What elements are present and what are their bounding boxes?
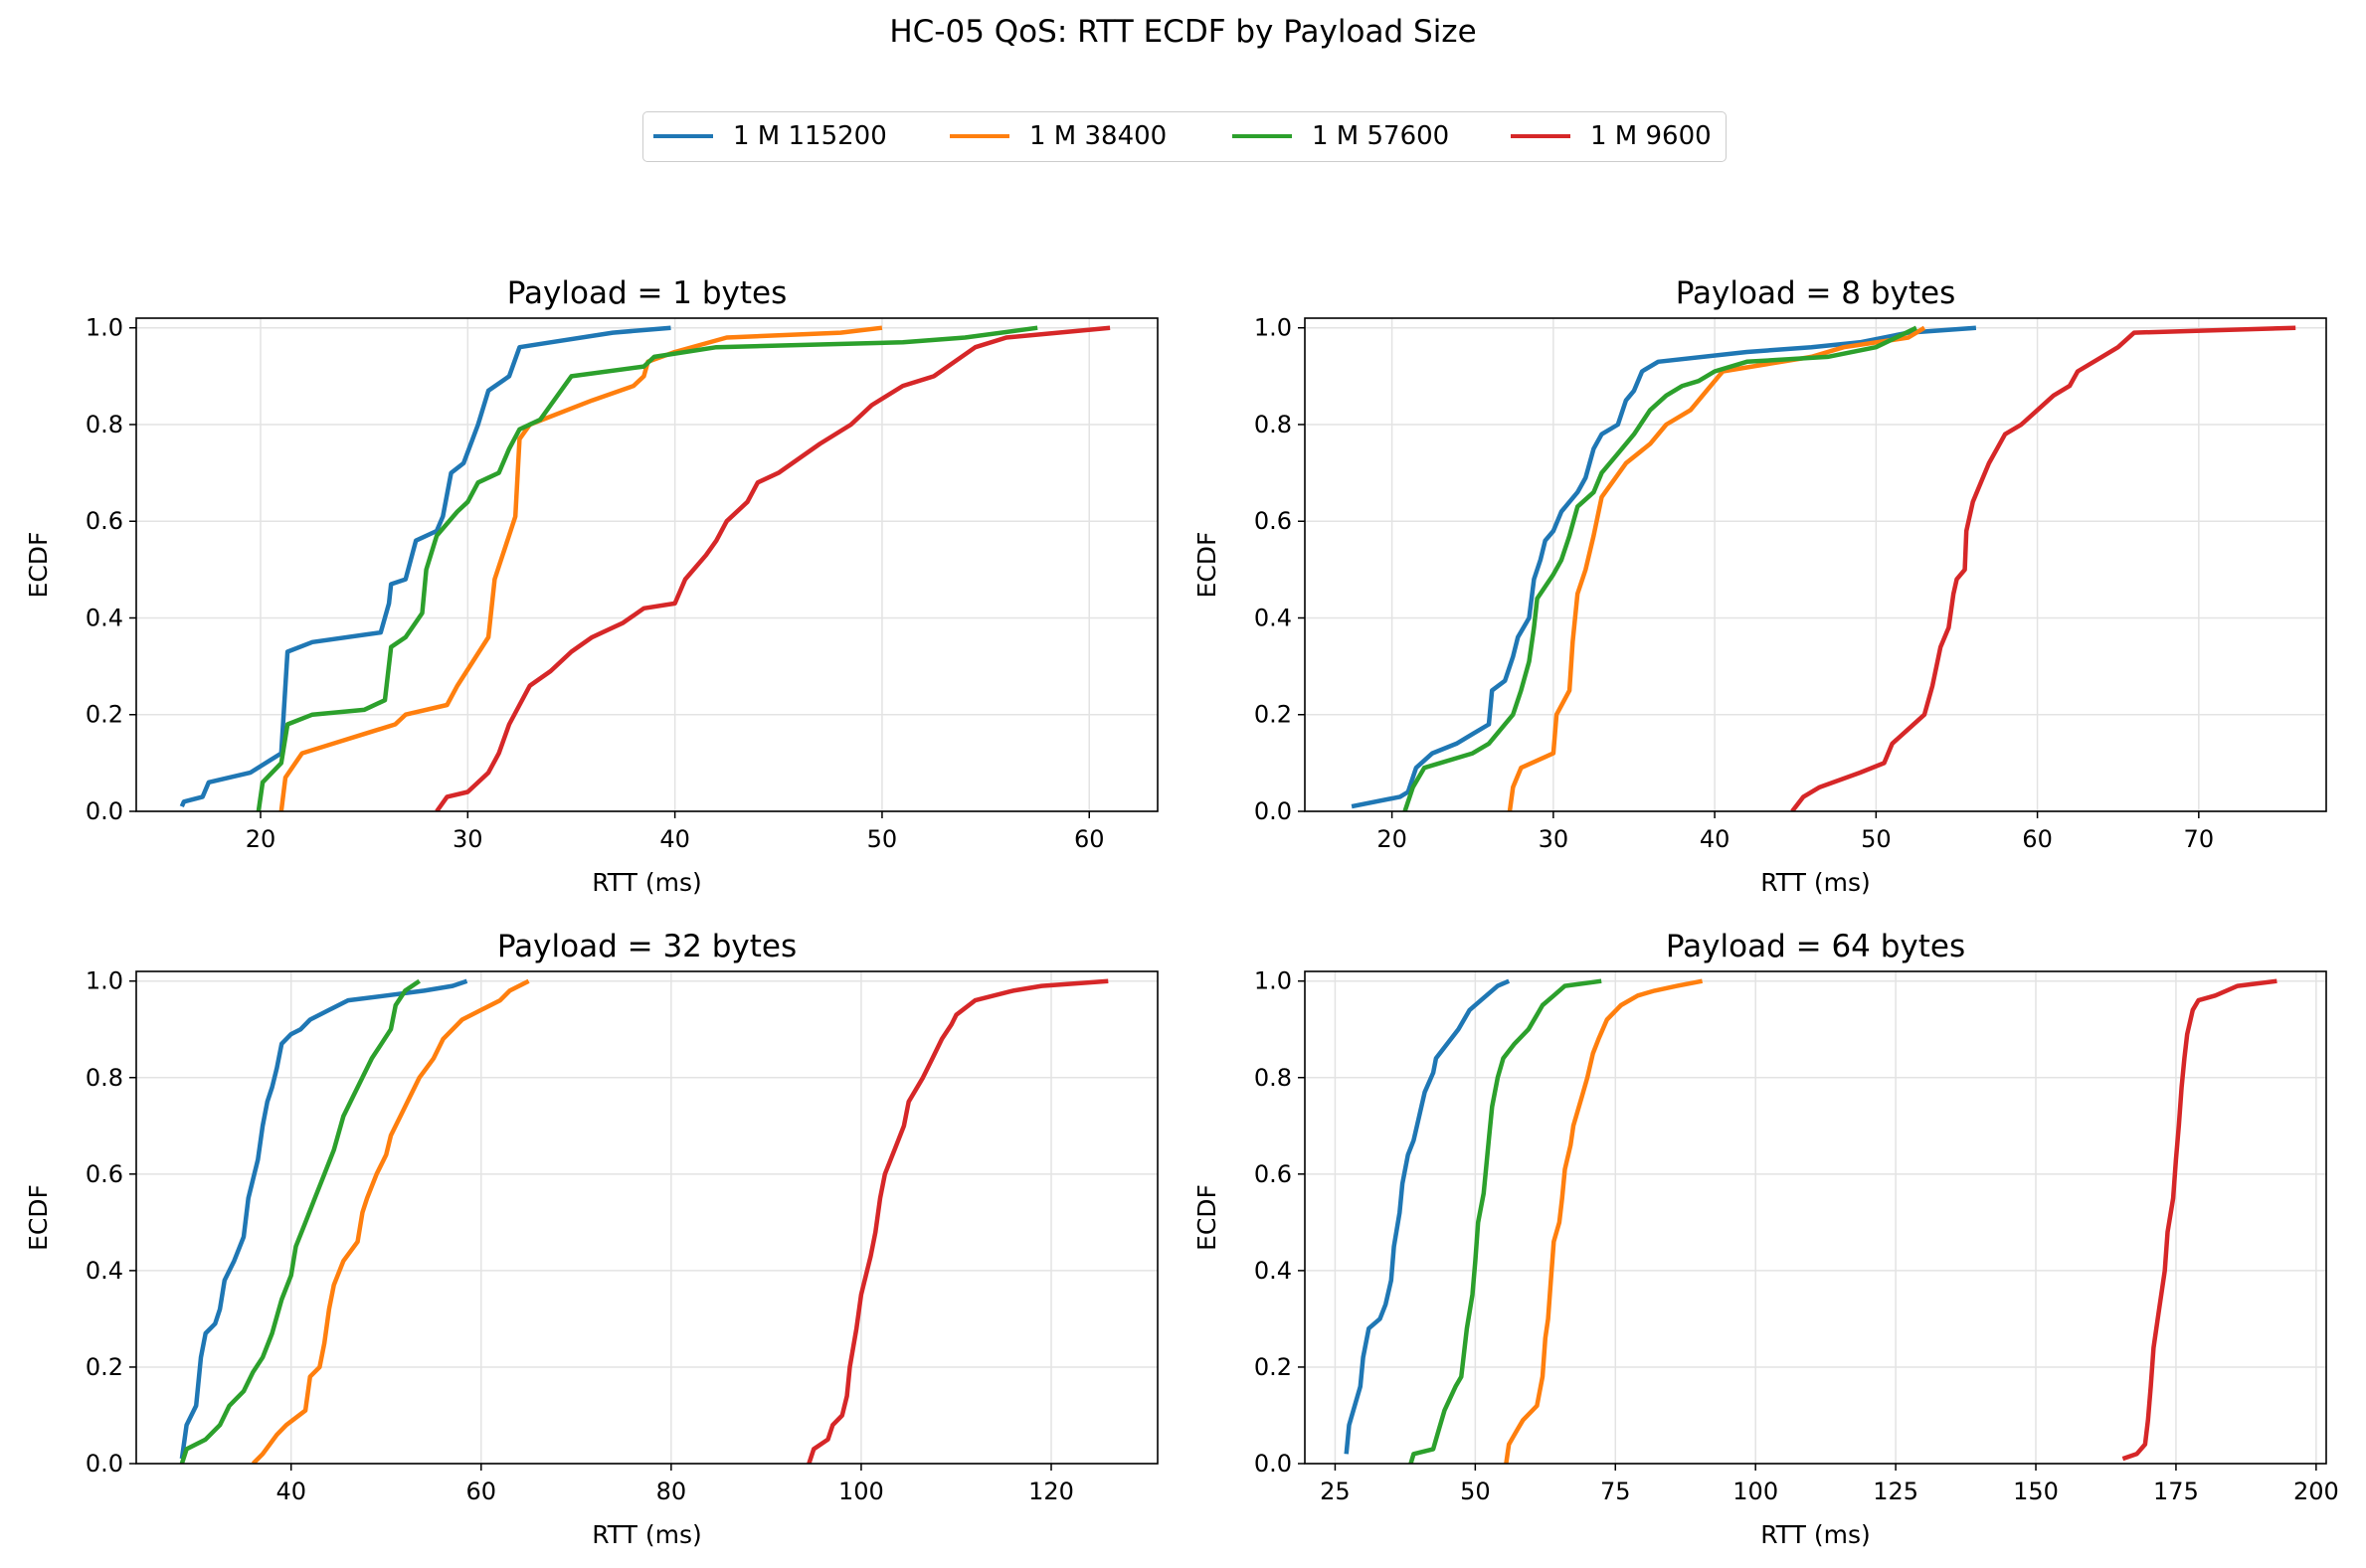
legend-label: 1 M 115200 bbox=[733, 121, 887, 151]
x-tick-label: 25 bbox=[1320, 1478, 1351, 1505]
x-tick-label: 30 bbox=[1539, 825, 1569, 853]
y-tick-label: 0.0 bbox=[86, 1450, 123, 1478]
x-tick-label: 100 bbox=[1732, 1478, 1778, 1505]
x-tick-label: 50 bbox=[1861, 825, 1892, 853]
x-tick-label: 40 bbox=[275, 1478, 306, 1505]
x-tick-label: 75 bbox=[1600, 1478, 1631, 1505]
x-tick-label: 50 bbox=[867, 825, 898, 853]
y-tick-label: 0.6 bbox=[1254, 1160, 1292, 1188]
y-axis-label: ECDF bbox=[24, 1184, 53, 1251]
series-line bbox=[1408, 978, 1602, 1464]
legend-label: 1 M 9600 bbox=[1590, 121, 1712, 151]
y-tick-label: 0.8 bbox=[86, 1064, 123, 1092]
subplot-title: Payload = 64 bytes bbox=[1666, 929, 1965, 964]
y-tick-label: 0.6 bbox=[86, 507, 123, 535]
legend-item-57600: 1 M 57600 bbox=[1232, 112, 1449, 160]
x-tick-label: 100 bbox=[838, 1478, 884, 1505]
legend-label: 1 M 38400 bbox=[1029, 121, 1168, 151]
y-tick-label: 0.6 bbox=[1254, 507, 1292, 535]
series-line bbox=[1504, 978, 1704, 1464]
subplot-1: 20 30 40 50 60 0.0 0.2 0.4 0.6 0.8 1.0 Payload = 1 … bbox=[24, 275, 1159, 897]
x-tick-label: 150 bbox=[2013, 1478, 2059, 1505]
series-line bbox=[251, 978, 530, 1464]
subplot-3: 40 60 80 100 120 0.0 0.2 0.4 0.6 0.8 1.0 Payload = … bbox=[24, 929, 1159, 1549]
x-tick-label: 175 bbox=[2153, 1478, 2199, 1505]
axes-frame bbox=[135, 970, 1159, 1465]
y-tick-label: 0.8 bbox=[1254, 1064, 1292, 1092]
series-line bbox=[1351, 325, 1977, 809]
x-tick-label: 50 bbox=[1460, 1478, 1491, 1505]
legend-swatch bbox=[950, 133, 1009, 139]
series-line bbox=[1402, 325, 1917, 811]
y-axis-label: ECDF bbox=[24, 532, 53, 599]
x-tick-label: 80 bbox=[656, 1478, 687, 1505]
y-tick-label: 1.0 bbox=[86, 314, 123, 342]
y-tick-label: 1.0 bbox=[1254, 967, 1292, 995]
series-line bbox=[179, 978, 421, 1464]
x-tick-label: 60 bbox=[2022, 825, 2053, 853]
subplot-title: Payload = 32 bytes bbox=[497, 929, 797, 964]
legend: 1 M 115200 1 M 38400 1 M 57600 1 M 9600 bbox=[642, 111, 1727, 162]
legend-swatch bbox=[1511, 133, 1570, 139]
y-tick-label: 0.8 bbox=[1254, 411, 1292, 438]
axes-frame bbox=[135, 317, 1159, 812]
x-axis-label: RTT (ms) bbox=[1760, 868, 1871, 897]
legend-label: 1 M 57600 bbox=[1312, 121, 1450, 151]
subplot-title: Payload = 1 bytes bbox=[507, 275, 788, 311]
y-tick-label: 0.0 bbox=[1254, 797, 1292, 825]
y-tick-label: 0.8 bbox=[86, 411, 123, 438]
x-tick-label: 60 bbox=[1074, 825, 1105, 853]
y-tick-label: 0.2 bbox=[86, 701, 123, 729]
x-tick-label: 20 bbox=[1376, 825, 1407, 853]
series-line bbox=[807, 978, 1109, 1464]
subplot-2: 20 30 40 50 60 70 0.0 0.2 0.4 0.6 0.8 1.0 Payload = … bbox=[1192, 275, 2327, 897]
x-tick-label: 40 bbox=[659, 825, 690, 853]
y-tick-label: 1.0 bbox=[86, 967, 123, 995]
x-tick-label: 30 bbox=[453, 825, 483, 853]
series-line bbox=[1344, 978, 1511, 1455]
subplot-4: 25 50 75 100 125 150 175 200 0.0 0.2 0.4 0.6 0.8 1.0 P… bbox=[1192, 929, 2339, 1549]
series-line bbox=[179, 325, 671, 808]
axes-frame bbox=[1304, 317, 2327, 812]
axes-frame bbox=[1304, 970, 2327, 1465]
y-axis-label: ECDF bbox=[1192, 532, 1221, 599]
x-axis-label: RTT (ms) bbox=[592, 868, 702, 897]
y-tick-label: 0.0 bbox=[86, 797, 123, 825]
y-tick-label: 0.4 bbox=[1254, 1257, 1292, 1285]
y-tick-label: 0.2 bbox=[1254, 701, 1292, 729]
series-line bbox=[1790, 325, 2296, 811]
x-axis-label: RTT (ms) bbox=[1760, 1520, 1871, 1549]
legend-swatch bbox=[1232, 133, 1292, 139]
x-tick-label: 60 bbox=[466, 1478, 497, 1505]
y-tick-label: 0.6 bbox=[86, 1160, 123, 1188]
y-tick-label: 1.0 bbox=[1254, 314, 1292, 342]
y-tick-label: 0.4 bbox=[86, 1257, 123, 1285]
series-line bbox=[2121, 978, 2277, 1462]
legend-swatch bbox=[653, 133, 713, 139]
series-line bbox=[256, 325, 1038, 811]
series-line bbox=[435, 325, 1111, 811]
y-tick-label: 0.4 bbox=[1254, 604, 1292, 631]
x-tick-label: 20 bbox=[246, 825, 276, 853]
legend-item-115200: 1 M 115200 bbox=[653, 112, 887, 160]
x-tick-label: 200 bbox=[2293, 1478, 2339, 1505]
series-line bbox=[179, 978, 468, 1460]
y-axis-label: ECDF bbox=[1192, 1184, 1221, 1251]
x-tick-label: 125 bbox=[1873, 1478, 1918, 1505]
y-tick-label: 0.0 bbox=[1254, 1450, 1292, 1478]
x-tick-label: 70 bbox=[2184, 825, 2215, 853]
series-line bbox=[278, 325, 883, 811]
x-tick-label: 40 bbox=[1700, 825, 1730, 853]
y-tick-label: 0.2 bbox=[1254, 1353, 1292, 1381]
y-tick-label: 0.2 bbox=[86, 1353, 123, 1381]
legend-item-9600: 1 M 9600 bbox=[1511, 112, 1712, 160]
figure-title: HC-05 QoS: RTT ECDF by Payload Size bbox=[889, 14, 1477, 50]
legend-item-38400: 1 M 38400 bbox=[950, 112, 1167, 160]
x-tick-label: 120 bbox=[1028, 1478, 1074, 1505]
series-line bbox=[1507, 325, 1926, 811]
x-axis-label: RTT (ms) bbox=[592, 1520, 702, 1549]
subplot-title: Payload = 8 bytes bbox=[1676, 275, 1956, 311]
y-tick-label: 0.4 bbox=[86, 604, 123, 631]
